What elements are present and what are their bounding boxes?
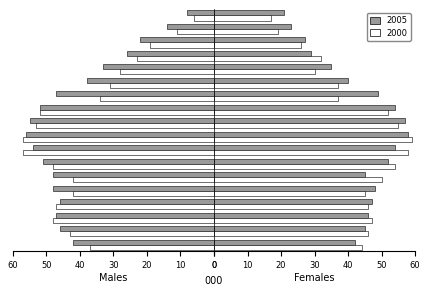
Bar [214, 15, 271, 21]
Bar [40, 105, 214, 110]
Bar [104, 64, 214, 69]
Bar [60, 226, 214, 231]
Bar [214, 150, 408, 155]
Bar [23, 137, 214, 142]
Bar [140, 37, 214, 42]
Bar [214, 42, 301, 47]
Bar [214, 96, 338, 101]
Bar [73, 240, 214, 245]
Bar [150, 42, 214, 47]
Bar [214, 199, 372, 204]
X-axis label: Females: Females [294, 273, 335, 283]
Bar [167, 24, 214, 29]
Bar [73, 177, 214, 182]
Bar [53, 186, 214, 191]
Bar [214, 24, 291, 29]
Bar [214, 51, 311, 56]
Bar [214, 118, 405, 123]
Bar [214, 213, 368, 218]
Bar [56, 91, 214, 96]
Bar [214, 231, 368, 236]
Bar [120, 69, 214, 75]
Bar [214, 78, 348, 83]
Legend: 2005, 2000: 2005, 2000 [367, 13, 411, 41]
Bar [30, 118, 214, 123]
Bar [73, 191, 214, 196]
Bar [214, 137, 412, 142]
Bar [53, 172, 214, 177]
Bar [214, 191, 365, 196]
Bar [214, 64, 331, 69]
Bar [56, 213, 214, 218]
Bar [214, 172, 365, 177]
Bar [214, 10, 284, 15]
Bar [214, 145, 395, 150]
Bar [110, 83, 214, 88]
Bar [53, 218, 214, 223]
Bar [214, 226, 365, 231]
Bar [100, 96, 214, 101]
Bar [36, 123, 214, 128]
Text: 000: 000 [205, 276, 223, 286]
Bar [177, 29, 214, 34]
Bar [23, 150, 214, 155]
Bar [43, 159, 214, 164]
Bar [127, 51, 214, 56]
Bar [214, 245, 362, 250]
Bar [33, 145, 214, 150]
Bar [214, 91, 378, 96]
Bar [214, 186, 375, 191]
Bar [214, 177, 382, 182]
Bar [56, 204, 214, 209]
Bar [187, 10, 214, 15]
Bar [214, 204, 368, 209]
Bar [90, 245, 214, 250]
Bar [214, 123, 398, 128]
Bar [26, 132, 214, 137]
Bar [214, 105, 395, 110]
Bar [53, 164, 214, 169]
Bar [214, 159, 388, 164]
Bar [214, 83, 338, 88]
Bar [214, 218, 372, 223]
Bar [40, 110, 214, 115]
Bar [214, 132, 408, 137]
X-axis label: Males: Males [99, 273, 128, 283]
Bar [214, 164, 395, 169]
Bar [214, 110, 388, 115]
Bar [214, 240, 355, 245]
Bar [214, 29, 278, 34]
Bar [214, 56, 321, 61]
Bar [214, 69, 315, 75]
Bar [70, 231, 214, 236]
Bar [194, 15, 214, 21]
Bar [214, 37, 304, 42]
Bar [86, 78, 214, 83]
Bar [60, 199, 214, 204]
Bar [137, 56, 214, 61]
